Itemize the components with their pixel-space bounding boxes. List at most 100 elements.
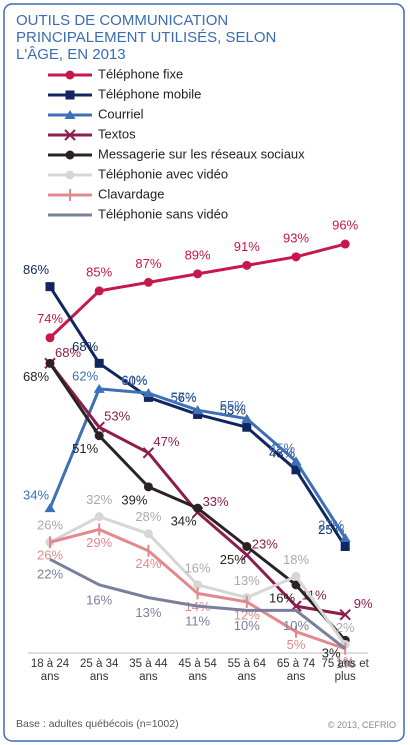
- data-label: 22%: [37, 567, 63, 582]
- data-point: [291, 580, 301, 590]
- data-label: 3%: [322, 646, 341, 661]
- data-point: [241, 549, 253, 561]
- data-point: [143, 277, 153, 287]
- data-point: [291, 465, 301, 475]
- data-point: [94, 358, 104, 368]
- data-point: [290, 456, 302, 466]
- data-label: 47%: [153, 434, 179, 449]
- legend-label: Courriel: [98, 106, 144, 121]
- data-point: [291, 571, 301, 581]
- data-label: 34%: [23, 488, 49, 503]
- data-label: 56%: [171, 390, 197, 405]
- x-tick-label: 18 à 24 ans: [30, 658, 70, 683]
- data-point: [193, 580, 203, 590]
- legend-marker: [65, 90, 75, 100]
- data-point: [143, 529, 153, 539]
- data-label: 45%: [269, 441, 295, 456]
- data-point: [242, 542, 252, 551]
- data-label: 18%: [283, 552, 309, 567]
- data-label: 13%: [234, 573, 260, 588]
- data-label: 11%: [185, 614, 210, 629]
- data-point: [142, 388, 154, 398]
- data-label: 91%: [234, 239, 260, 254]
- data-label: 39%: [121, 492, 147, 507]
- legend-marker: [65, 70, 75, 80]
- data-point: [339, 532, 351, 542]
- data-label: 26%: [37, 518, 63, 533]
- legend-label: Téléphone fixe: [98, 66, 183, 81]
- data-label: 68%: [55, 345, 81, 360]
- data-label: 60%: [121, 373, 147, 388]
- legend-marker: [65, 170, 75, 180]
- x-tick-label: 75 ans et plus: [321, 658, 369, 683]
- data-label: 23%: [252, 536, 278, 551]
- data-point: [143, 392, 153, 402]
- data-label: 9%: [354, 596, 373, 611]
- chart-title: OUTILS DE COMMUNICATION PRINCIPALEMENT U…: [16, 12, 277, 63]
- note: Base : adultes québécois (n=1002): [16, 718, 179, 730]
- x-tick-label: 65 à 74 ans: [276, 658, 316, 683]
- data-label: 24%: [135, 556, 161, 571]
- data-label: 89%: [185, 247, 211, 262]
- data-point: [242, 260, 252, 270]
- data-label: 5%: [287, 637, 306, 652]
- data-label: 62%: [72, 368, 98, 383]
- data-label: 25%: [220, 552, 246, 567]
- data-point: [242, 422, 252, 432]
- data-label: 74%: [37, 311, 63, 326]
- data-label: 16%: [185, 560, 211, 575]
- data-point: [94, 431, 104, 441]
- data-label: 28%: [135, 509, 161, 524]
- legend-label: Téléphone mobile: [98, 86, 201, 101]
- legend-label: Téléphonie sans vidéo: [98, 206, 228, 221]
- legend-marker: [65, 150, 75, 160]
- data-label: 87%: [135, 256, 161, 271]
- data-label: 10%: [283, 618, 309, 633]
- data-point: [340, 542, 350, 551]
- data-label: 29%: [86, 535, 112, 550]
- data-point: [143, 482, 153, 492]
- legend-marker: [64, 129, 76, 141]
- data-point: [192, 405, 204, 415]
- data-point: [339, 608, 351, 621]
- data-label: 51%: [72, 441, 98, 456]
- source: © 2013, CEFRIO: [327, 720, 396, 730]
- data-label: 68%: [23, 369, 49, 384]
- x-tick-label: 25 à 34 ans: [80, 658, 119, 683]
- data-point: [193, 503, 203, 513]
- data-label: 68%: [72, 339, 98, 354]
- data-point: [94, 512, 104, 522]
- data-label: 1%: [336, 656, 355, 671]
- data-label: 1%: [336, 654, 355, 669]
- data-label: 16%: [269, 590, 295, 605]
- data-label: 26%: [37, 548, 63, 563]
- data-label: 55%: [220, 398, 246, 413]
- legend-label: Messagerie sur les réseaux sociaux: [98, 146, 305, 161]
- data-point: [291, 252, 301, 262]
- data-point: [193, 409, 203, 419]
- frame: [3, 3, 405, 742]
- data-label: 33%: [203, 494, 229, 509]
- x-tick-label: 45 à 54 ans: [178, 658, 217, 683]
- data-point: [45, 333, 55, 343]
- data-label: 86%: [23, 262, 49, 277]
- legend-label: Clavardage: [98, 186, 165, 201]
- data-point: [142, 447, 155, 459]
- data-point: [93, 383, 105, 393]
- legend-label: Téléphonie avec vidéo: [98, 166, 228, 181]
- data-label: 32%: [86, 492, 112, 507]
- x-tick-label: 55 à 64 ans: [227, 658, 266, 683]
- data-label: 34%: [171, 514, 197, 529]
- data-point: [241, 413, 253, 423]
- data-label: 93%: [283, 230, 309, 245]
- data-point: [45, 282, 55, 292]
- data-label: 85%: [86, 264, 112, 279]
- data-label: 53%: [104, 409, 130, 424]
- data-point: [94, 286, 104, 296]
- data-label: 61%: [121, 373, 147, 388]
- data-point: [45, 358, 55, 368]
- x-tick-label: 35 à 44 ans: [129, 658, 168, 683]
- data-label: 2%: [336, 620, 355, 635]
